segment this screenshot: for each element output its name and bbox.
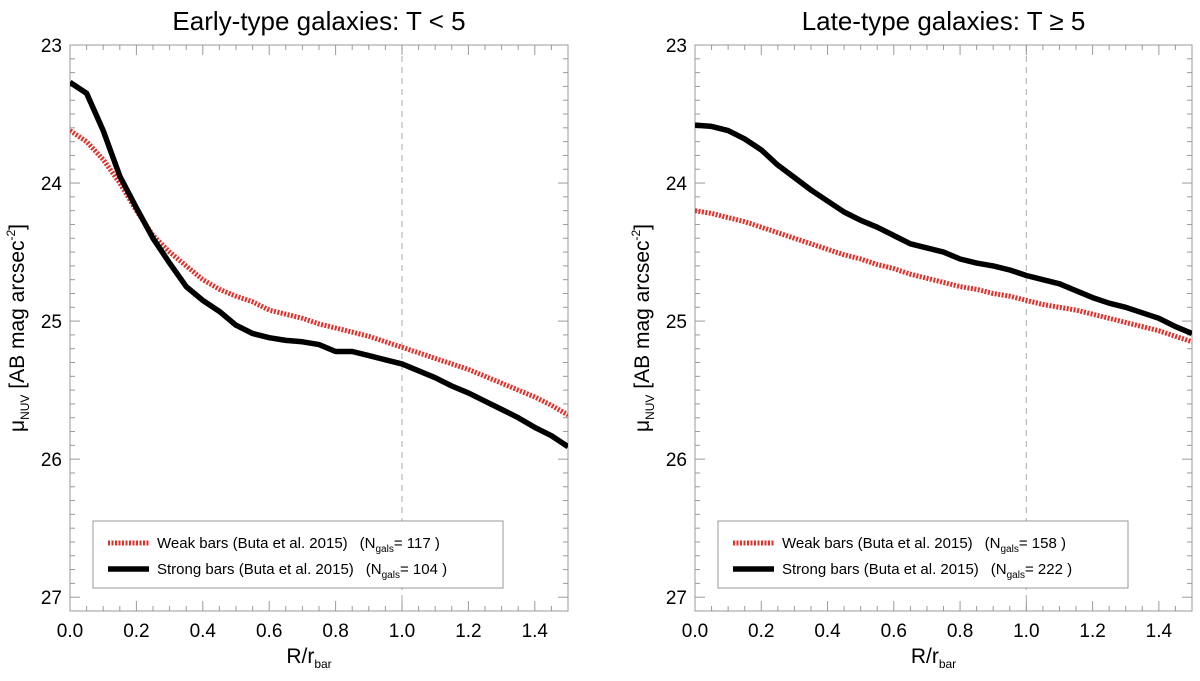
- x-tick-label: 0.4: [190, 621, 217, 642]
- chart-panel-late-type: Late-type galaxies: T ≥ 5 0.0 0.2 0.4 0.6 0.8…: [629, 6, 1193, 671]
- chart-panel-early-type: Early-type galaxies: T < 5 0.0 0.2 0.4 0.6 0.…: [4, 6, 569, 671]
- x-tick-label: 0.2: [748, 621, 774, 642]
- x-tick-label: 0.4: [814, 621, 841, 642]
- y-tick-label: 25: [41, 312, 62, 333]
- plot-frame: [69, 44, 569, 612]
- x-tick-label: 1.0: [1013, 621, 1039, 642]
- x-tick-label: 0.0: [682, 621, 708, 642]
- y-tick-label: 27: [666, 588, 687, 609]
- legend-label: Weak bars (Buta et al. 2015) (Ngals= 158 …: [782, 535, 1066, 555]
- x-tick-label: 1.2: [455, 621, 481, 642]
- x-tick-label: 1.2: [1079, 621, 1105, 642]
- series-line-strong-bars: [695, 122, 1192, 337]
- y-tick-label: 23: [666, 36, 687, 57]
- x-axis-label: R/rbar: [911, 645, 956, 671]
- x-tick-label: 0.2: [123, 621, 149, 642]
- y-tick-label: 26: [666, 450, 687, 471]
- x-tick-label: 0.6: [256, 621, 282, 642]
- legend: Weak bars (Buta et al. 2015) (Ngals= 117 …: [92, 520, 504, 589]
- x-tick-label: 1.4: [522, 621, 549, 642]
- plot-frame: [694, 44, 1193, 612]
- series-line-strong-bars: [70, 80, 568, 449]
- y-tick-label: 24: [41, 174, 63, 195]
- y-tick-label: 25: [666, 312, 687, 333]
- x-tick-label: 1.4: [1146, 621, 1173, 642]
- legend-label: Weak bars (Buta et al. 2015) (Ngals= 117 …: [157, 535, 440, 555]
- x-tick-label: 0.8: [947, 621, 973, 642]
- series-line-weak-bars: [695, 208, 1192, 345]
- y-tick-label: 24: [666, 174, 688, 195]
- y-tick-label: 27: [41, 588, 62, 609]
- legend-label: Strong bars (Buta et al. 2015) (Ngals= 22…: [782, 561, 1072, 581]
- y-axis-label: μNUV [AB mag arcsec-2]: [629, 224, 657, 432]
- x-tick-label: 1.0: [389, 621, 415, 642]
- x-axis-label: R/rbar: [286, 645, 331, 671]
- y-tick-label: 26: [41, 450, 62, 471]
- y-tick-label: 23: [41, 36, 62, 57]
- x-tick-label: 0.8: [322, 621, 348, 642]
- legend-label: Strong bars (Buta et al. 2015) (Ngals= 10…: [157, 561, 447, 581]
- series-line-weak-bars: [70, 128, 568, 418]
- x-tick-label: 0.0: [57, 621, 83, 642]
- legend-box: [92, 520, 504, 589]
- y-axis-label: μNUV [AB mag arcsec-2]: [4, 224, 32, 432]
- chart-title: Late-type galaxies: T ≥ 5: [802, 6, 1086, 36]
- legend-box: [717, 520, 1129, 589]
- x-tick-label: 0.6: [881, 621, 907, 642]
- chart-title: Early-type galaxies: T < 5: [172, 6, 465, 36]
- legend: Weak bars (Buta et al. 2015) (Ngals= 158 …: [717, 520, 1129, 589]
